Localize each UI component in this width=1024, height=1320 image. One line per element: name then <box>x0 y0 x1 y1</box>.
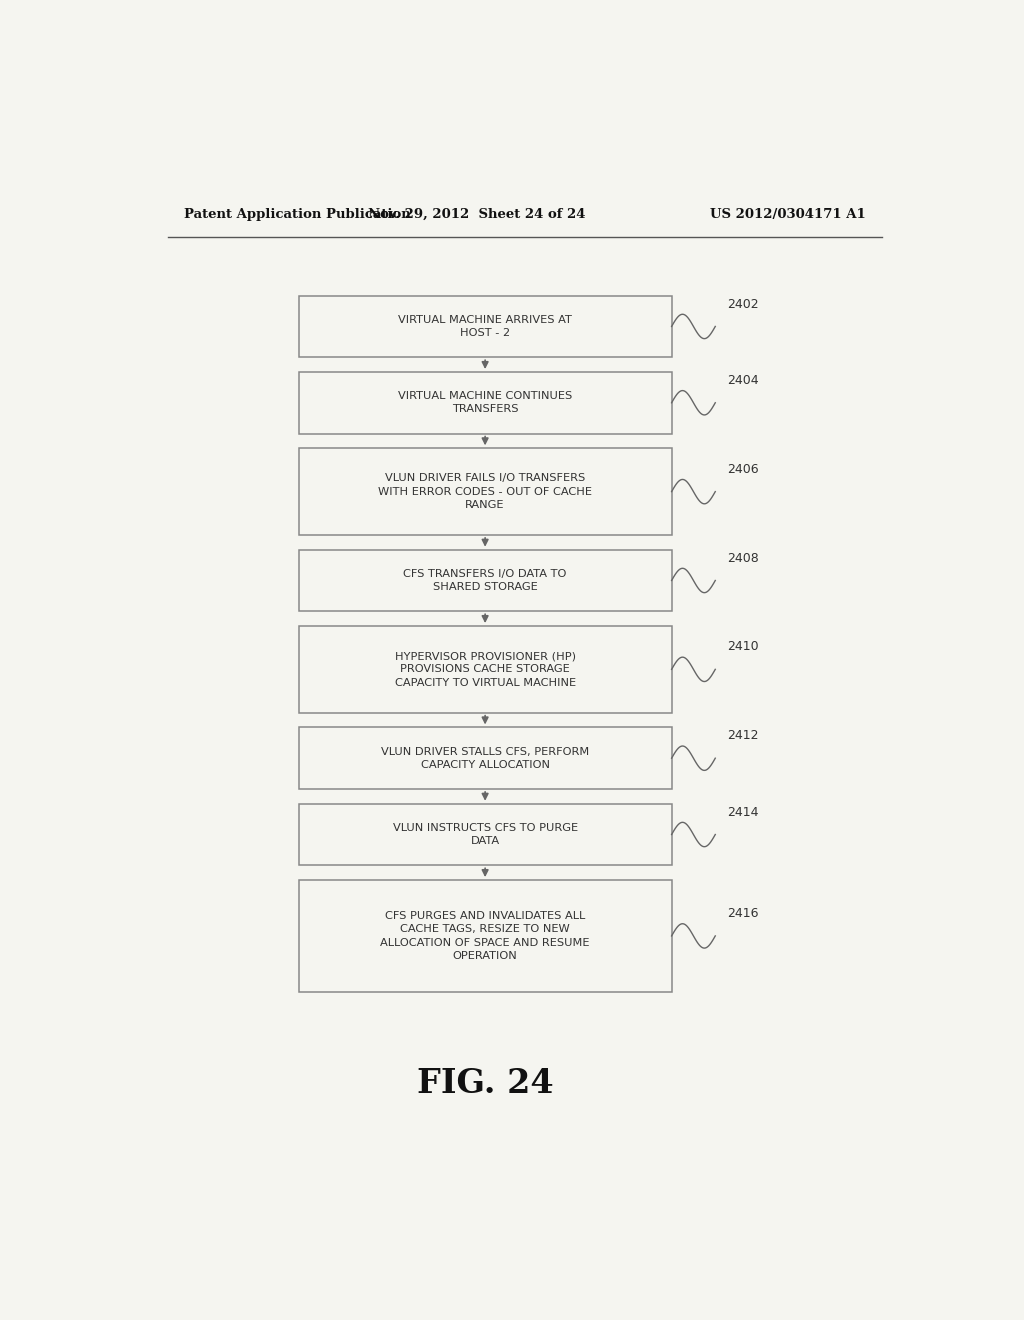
Text: VIRTUAL MACHINE CONTINUES
TRANSFERS: VIRTUAL MACHINE CONTINUES TRANSFERS <box>398 391 572 414</box>
Text: 2414: 2414 <box>727 805 759 818</box>
Text: CFS PURGES AND INVALIDATES ALL
CACHE TAGS, RESIZE TO NEW
ALLOCATION OF SPACE AND: CFS PURGES AND INVALIDATES ALL CACHE TAG… <box>380 911 590 961</box>
FancyBboxPatch shape <box>299 880 672 991</box>
Text: VLUN DRIVER STALLS CFS, PERFORM
CAPACITY ALLOCATION: VLUN DRIVER STALLS CFS, PERFORM CAPACITY… <box>381 747 589 770</box>
Text: 2402: 2402 <box>727 297 759 310</box>
Text: CFS TRANSFERS I/O DATA TO
SHARED STORAGE: CFS TRANSFERS I/O DATA TO SHARED STORAGE <box>403 569 567 593</box>
Text: 2416: 2416 <box>727 907 759 920</box>
FancyBboxPatch shape <box>299 449 672 535</box>
Text: Patent Application Publication: Patent Application Publication <box>183 207 411 220</box>
Text: 2406: 2406 <box>727 463 759 475</box>
Text: VLUN DRIVER FAILS I/O TRANSFERS
WITH ERROR CODES - OUT OF CACHE
RANGE: VLUN DRIVER FAILS I/O TRANSFERS WITH ERR… <box>378 474 592 510</box>
FancyBboxPatch shape <box>299 549 672 611</box>
Text: US 2012/0304171 A1: US 2012/0304171 A1 <box>711 207 866 220</box>
FancyBboxPatch shape <box>299 727 672 789</box>
FancyBboxPatch shape <box>299 372 672 433</box>
Text: VIRTUAL MACHINE ARRIVES AT
HOST - 2: VIRTUAL MACHINE ARRIVES AT HOST - 2 <box>398 315 572 338</box>
FancyBboxPatch shape <box>299 296 672 358</box>
Text: Nov. 29, 2012  Sheet 24 of 24: Nov. 29, 2012 Sheet 24 of 24 <box>369 207 586 220</box>
Text: FIG. 24: FIG. 24 <box>417 1067 553 1100</box>
FancyBboxPatch shape <box>299 804 672 866</box>
Text: 2404: 2404 <box>727 374 759 387</box>
Text: HYPERVISOR PROVISIONER (HP)
PROVISIONS CACHE STORAGE
CAPACITY TO VIRTUAL MACHINE: HYPERVISOR PROVISIONER (HP) PROVISIONS C… <box>394 651 575 688</box>
Text: VLUN INSTRUCTS CFS TO PURGE
DATA: VLUN INSTRUCTS CFS TO PURGE DATA <box>392 822 578 846</box>
FancyBboxPatch shape <box>299 626 672 713</box>
Text: 2410: 2410 <box>727 640 759 653</box>
Text: 2412: 2412 <box>727 730 759 742</box>
Text: 2408: 2408 <box>727 552 759 565</box>
